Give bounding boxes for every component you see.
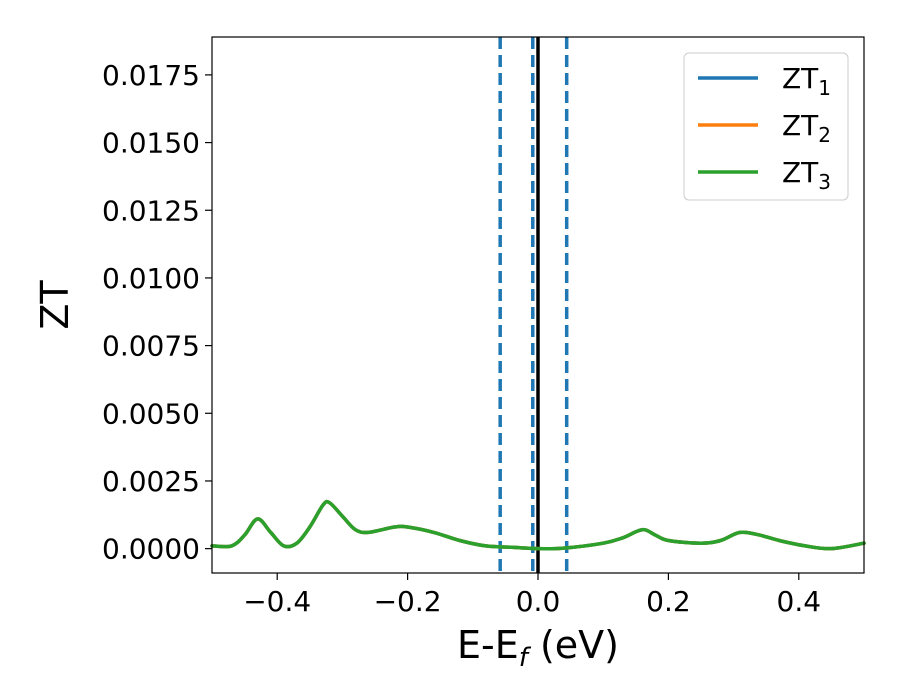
legend: ZT1 ZT2 ZT3 bbox=[683, 52, 849, 201]
x-axis-label-unit: (eV) bbox=[528, 623, 619, 667]
y-tick-label: 0.0075 bbox=[102, 330, 200, 363]
legend-box bbox=[683, 52, 849, 201]
x-axis-ticks: −0.4 −0.2 0.0 0.2 0.4 bbox=[243, 573, 821, 618]
y-tick-label: 0.0000 bbox=[102, 533, 200, 566]
x-axis-label: E-Ef (eV) bbox=[457, 623, 619, 673]
y-axis-label: ZT bbox=[33, 280, 77, 330]
x-tick-label: −0.2 bbox=[374, 585, 442, 618]
y-tick-label: 0.0125 bbox=[102, 194, 200, 227]
x-tick-label: 0.2 bbox=[646, 585, 691, 618]
x-tick-label: 0.4 bbox=[777, 585, 822, 618]
series-lines bbox=[210, 499, 866, 551]
x-tick-label: −0.4 bbox=[243, 585, 311, 618]
y-tick-label: 0.0175 bbox=[102, 59, 200, 92]
y-tick-label: 0.0025 bbox=[102, 465, 200, 498]
y-tick-label: 0.0050 bbox=[102, 397, 200, 430]
y-tick-label: 0.0100 bbox=[102, 262, 200, 295]
legend-label-zt3: ZT3 bbox=[782, 156, 831, 194]
y-tick-label: 0.0150 bbox=[102, 127, 200, 160]
x-tick-label: 0.0 bbox=[516, 585, 561, 618]
legend-label-zt1: ZT1 bbox=[782, 62, 831, 100]
y-axis-ticks: 0.0000 0.0025 0.0050 0.0075 0.0100 0.0125 0.01… bbox=[102, 59, 212, 566]
vertical-lines bbox=[498, 37, 569, 573]
series-line-zt3 bbox=[210, 499, 866, 551]
legend-label-zt2: ZT2 bbox=[782, 109, 831, 147]
